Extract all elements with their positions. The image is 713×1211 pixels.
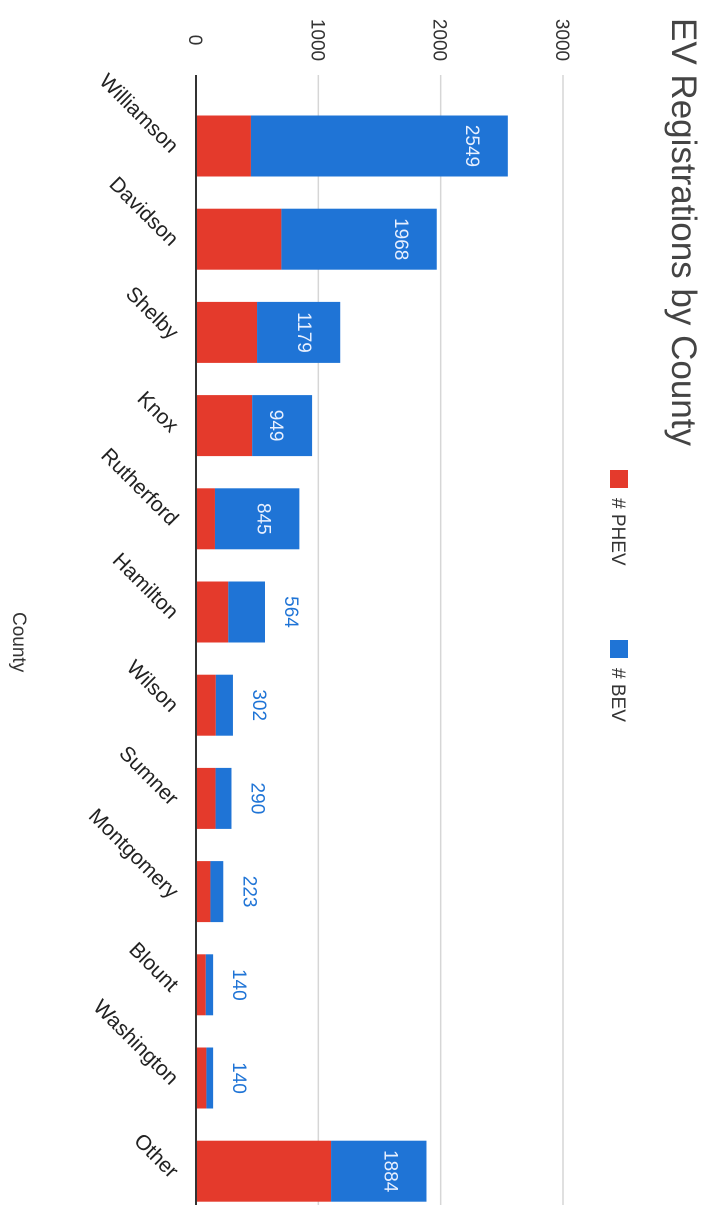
legend-label-bev: # BEV: [607, 668, 628, 722]
bar-bev: [196, 208, 282, 270]
data-label: 845: [252, 503, 273, 535]
bar-bev: [196, 488, 215, 550]
bar-phev: [206, 1047, 214, 1109]
category-label: Hamilton: [108, 549, 183, 624]
legend: # PHEV # BEV: [607, 470, 628, 722]
bar-phev: [331, 1140, 427, 1202]
category-label: Williamson: [95, 69, 183, 157]
category-axis-labels: Williamson Davidson Shelby Knox Rutherford Ha…: [84, 69, 183, 1182]
bar-bev: [196, 954, 206, 1016]
legend-label-phev: # PHEV: [607, 498, 628, 566]
category-label: Other: [129, 1129, 182, 1182]
value-tick-label: 3000: [551, 19, 572, 61]
bar-bev: [196, 301, 258, 363]
bar-bev: [196, 395, 253, 457]
legend-swatch-phev: [610, 470, 628, 488]
bar-phev: [228, 581, 265, 643]
bar-bev: [196, 767, 216, 829]
value-tick-label: 0: [184, 35, 205, 46]
bar-bev: [196, 581, 229, 643]
bar-phev: [250, 115, 508, 177]
data-label: 949: [265, 410, 286, 442]
chart-title: EV Registrations by County: [664, 18, 703, 446]
bar-bev: [196, 674, 216, 736]
category-label: Washington: [89, 995, 183, 1089]
data-label: 1884: [379, 1150, 400, 1193]
category-label: Knox: [133, 387, 183, 437]
bar-phev: [257, 301, 341, 363]
bar-phev: [215, 674, 233, 736]
bar-phev: [215, 767, 232, 829]
legend-swatch-bev: [610, 640, 628, 658]
data-label: 1179: [293, 312, 314, 353]
category-label: Sumner: [114, 742, 182, 810]
bar-bev: [196, 1140, 332, 1202]
data-labels: 2549 1968 1179 949 845 564 302 290 223 140 140 1884: [228, 125, 482, 1193]
data-label: 140: [228, 969, 249, 1001]
bar-phev: [281, 208, 437, 270]
value-axis-ticks: 0 1000 2000 3000: [184, 19, 572, 61]
data-label: 2549: [461, 125, 482, 167]
bar-bev: [196, 861, 211, 923]
bar-phev: [210, 861, 224, 923]
data-label: 564: [280, 596, 301, 628]
category-label: Shelby: [121, 282, 183, 344]
category-label: Davidson: [105, 173, 183, 251]
category-label: Blount: [124, 938, 182, 996]
x-axis-title: County: [8, 612, 29, 673]
data-label: 1968: [390, 218, 411, 260]
data-label: 223: [238, 876, 259, 908]
data-label: 140: [228, 1062, 249, 1094]
value-tick-label: 2000: [429, 19, 450, 61]
bar-phev: [252, 395, 313, 457]
bar-bev: [196, 115, 251, 177]
bars: [196, 115, 508, 1202]
bar-phev: [214, 488, 300, 550]
category-label: Montgomery: [84, 804, 183, 903]
data-label: 302: [248, 689, 269, 721]
category-label: Rutherford: [96, 444, 182, 530]
value-tick-label: 1000: [306, 19, 327, 61]
category-label: Wilson: [122, 656, 183, 717]
bar-phev: [205, 954, 214, 1016]
data-label: 290: [246, 783, 267, 815]
bar-bev: [196, 1047, 207, 1109]
